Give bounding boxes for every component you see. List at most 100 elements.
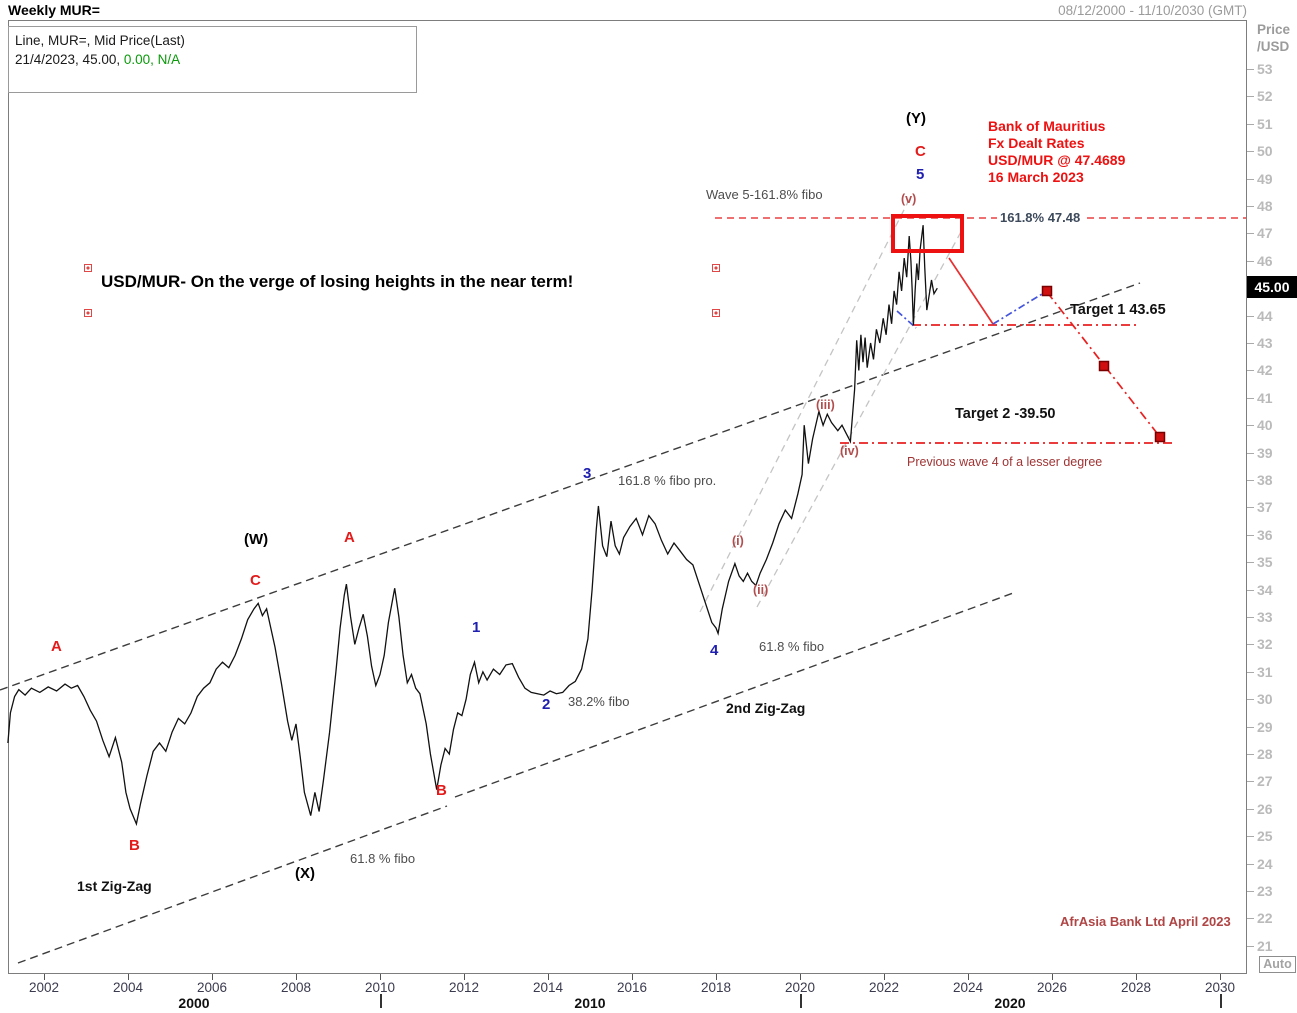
decade-label: 2020 [994,995,1026,1011]
price-tick-label: 46 [1257,252,1273,269]
price-tick-label: 22 [1257,910,1273,927]
price-tick-mark [1247,480,1254,481]
year-tick-label: 2020 [784,980,816,995]
year-tick-mark [44,974,45,980]
year-tick-mark [884,974,885,980]
selection-handle[interactable] [712,264,720,272]
year-tick-mark [212,974,213,980]
legend-box [8,26,417,93]
price-tick-mark [1247,562,1254,564]
trendline-lower-2 [454,591,1017,798]
price-tick-mark [1247,644,1254,646]
price-tick-mark [1247,96,1254,98]
selection-handle[interactable] [84,264,92,272]
year-tick-label: 2030 [1204,980,1236,995]
price-axis-title-line2: /USD [1257,39,1290,54]
price-tick-label: 39 [1257,444,1273,461]
projection-marker-1[interactable] [1041,285,1053,297]
watermark: AfrAsia Bank Ltd April 2023 [1060,914,1231,929]
label-A-second: A [344,529,355,546]
year-tick-label: 2028 [1120,980,1152,995]
decade-divider [800,994,802,1008]
price-tick-mark [1247,836,1254,838]
year-tick-mark [968,974,969,980]
year-tick-mark [716,974,717,980]
label-4: 4 [710,642,719,659]
price-tick-mark [1247,343,1254,344]
selection-handle[interactable] [712,309,720,317]
price-tick-label: 47 [1257,225,1273,242]
fibo-382-note: 38.2% fibo [568,694,630,709]
decade-divider [380,994,382,1008]
price-tick-label: 51 [1257,115,1273,132]
target-1-label: Target 1 43.65 [1070,302,1166,318]
projection-marker-3[interactable] [1154,431,1166,443]
price-tick-mark [1247,123,1254,125]
price-tick-mark [1247,863,1254,865]
year-tick-label: 2006 [196,980,228,995]
price-tick-mark [1247,617,1254,618]
price-tick-label: 34 [1257,581,1273,598]
price-tick-mark [1247,370,1254,372]
year-tick-mark [380,974,381,980]
price-tick-label: 41 [1257,389,1273,406]
headline: USD/MUR- On the verge of losing heights … [101,272,574,291]
price-tick-mark [1247,589,1254,591]
price-tick-label: 42 [1257,362,1273,379]
date-range-label: 08/12/2000 - 11/10/2030 (GMT) [1058,3,1247,18]
projection-marker-2[interactable] [1098,360,1110,372]
label-5: 5 [916,166,925,183]
price-tick-label: 31 [1257,663,1273,680]
current-price-badge: 45.00 [1247,276,1297,298]
legend-value-label: 21/4/2023, 45.00, 0.00, N/A [15,52,180,67]
bounce-projection-line [992,290,1048,325]
label-X: (X) [295,865,315,882]
channel-right [756,229,963,608]
year-tick-mark [632,974,633,980]
price-tick-mark [1247,452,1254,454]
price-tick-label: 25 [1257,828,1273,845]
auto-scale-button[interactable]: Auto [1259,956,1296,973]
price-tick-mark [1247,699,1254,701]
price-tick-label: 49 [1257,170,1273,187]
trendline-lower-1 [17,805,448,964]
label-1: 1 [472,619,481,636]
year-tick-mark [548,974,549,980]
legend-series-label: Line, MUR=, Mid Price(Last) [15,33,185,48]
year-tick-label: 2014 [532,980,564,995]
label-wave-iii: (iii) [816,398,835,412]
first-zigzag-label: 1st Zig-Zag [77,878,152,894]
year-tick-label: 2024 [952,980,984,995]
price-tick-label: 37 [1257,499,1273,516]
price-tick-label: 38 [1257,472,1273,488]
year-tick-mark [1220,974,1221,980]
price-tick-mark [1247,781,1254,783]
price-tick-label: 43 [1257,335,1273,351]
price-tick-label: 26 [1257,800,1273,817]
price-tick-mark [1247,178,1254,180]
legend-date-value: 21/4/2023, 45.00, [15,52,124,67]
decade-label: 2010 [574,995,606,1011]
target-2-label: Target 2 -39.50 [955,406,1056,422]
price-tick-mark [1247,69,1254,70]
fibo-level-label: 161.8% 47.48 [997,210,1084,225]
price-tick-mark [1247,315,1254,317]
label-C-final: C [915,143,926,160]
label-3: 3 [583,465,592,482]
selection-handle[interactable] [84,309,92,317]
decade-label: 2000 [178,995,210,1011]
price-tick-label: 35 [1257,554,1273,571]
year-tick-label: 2018 [700,980,732,995]
price-tick-label: 27 [1257,773,1273,790]
year-tick-mark [1052,974,1053,980]
previous-wave4-note: Previous wave 4 of a lesser degree [907,455,1103,469]
price-tick-mark [1247,945,1254,947]
price-tick-mark [1247,671,1254,673]
price-tick-label: 40 [1257,417,1273,434]
label-wave-i: (i) [732,534,744,548]
wave5-highlight-box [891,214,964,253]
year-tick-label: 2012 [448,980,480,995]
price-tick-mark [1247,425,1254,427]
